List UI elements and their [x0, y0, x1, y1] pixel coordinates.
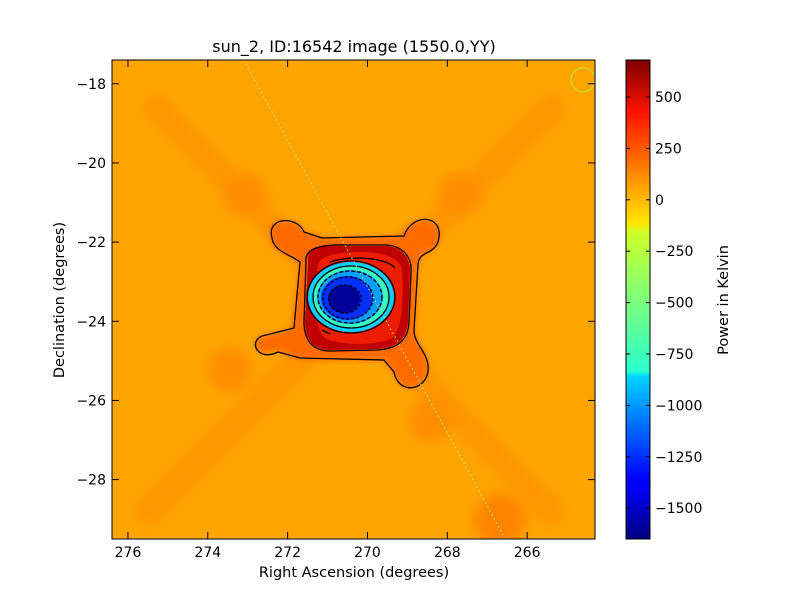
plot-frame — [111, 59, 596, 540]
colorbar-tick-label: −1000 — [655, 398, 702, 414]
y-tick-label: −18 — [76, 77, 106, 93]
negative-core — [308, 262, 394, 332]
chart-title: sun_2, ID:16542 image (1550.0,YY) — [212, 37, 495, 57]
x-tick-label: 270 — [354, 545, 381, 561]
y-tick-label: −22 — [76, 235, 106, 251]
colorbar-tick-label: −250 — [655, 244, 693, 260]
colorbar-tick-label: −750 — [655, 347, 693, 363]
x-tick-label: 272 — [274, 545, 301, 561]
y-tick-label: −24 — [76, 314, 106, 330]
colorbar-tick-label: 250 — [655, 141, 682, 157]
contour-core-4 — [322, 276, 374, 320]
contour-ring-inner-top — [329, 257, 396, 269]
y-tick-label: −26 — [76, 393, 106, 409]
plot-area — [112, 60, 595, 539]
x-tick-label: 274 — [194, 545, 221, 561]
contour-outer — [254, 218, 440, 389]
x-axis-ticks: 276 274 272 270 268 266 — [115, 60, 541, 561]
colorbar-tick-label: −1500 — [655, 501, 702, 517]
colorbar-tick-label: 0 — [655, 193, 664, 209]
x-tick-label: 268 — [434, 545, 461, 561]
contour-lines — [254, 218, 440, 389]
colorbar-label: Power in Kelvin — [716, 245, 732, 355]
x-axis-label: Right Ascension (degrees) — [259, 565, 449, 581]
contour-core-1 — [306, 260, 396, 334]
contour-ring — [303, 244, 412, 352]
x-tick-label: 276 — [115, 545, 142, 561]
colorbar — [625, 59, 651, 540]
y-axis-ticks: −18 −20 −22 −24 −26 −28 — [76, 77, 595, 489]
y-tick-label: −28 — [76, 473, 106, 489]
colorbar-tick-label: −500 — [655, 296, 693, 312]
trajectory-line — [243, 60, 504, 536]
circle-marker — [570, 67, 595, 93]
x-tick-label: 266 — [514, 545, 541, 561]
y-tick-label: −20 — [76, 156, 106, 172]
colorbar-tick-label: −1250 — [655, 450, 702, 466]
colorbar-tick-label: 500 — [655, 90, 682, 106]
contour-ring-inner-bottom — [321, 329, 331, 335]
contour-core-3 — [317, 270, 383, 324]
y-axis-label: Declination (degrees) — [52, 222, 68, 378]
contour-core-2 — [312, 265, 390, 329]
colorbar-ticks: 500 250 0 −250 −500 −750 −1000 −1250 −1500 — [626, 90, 702, 517]
contour-core-5 — [328, 284, 362, 314]
